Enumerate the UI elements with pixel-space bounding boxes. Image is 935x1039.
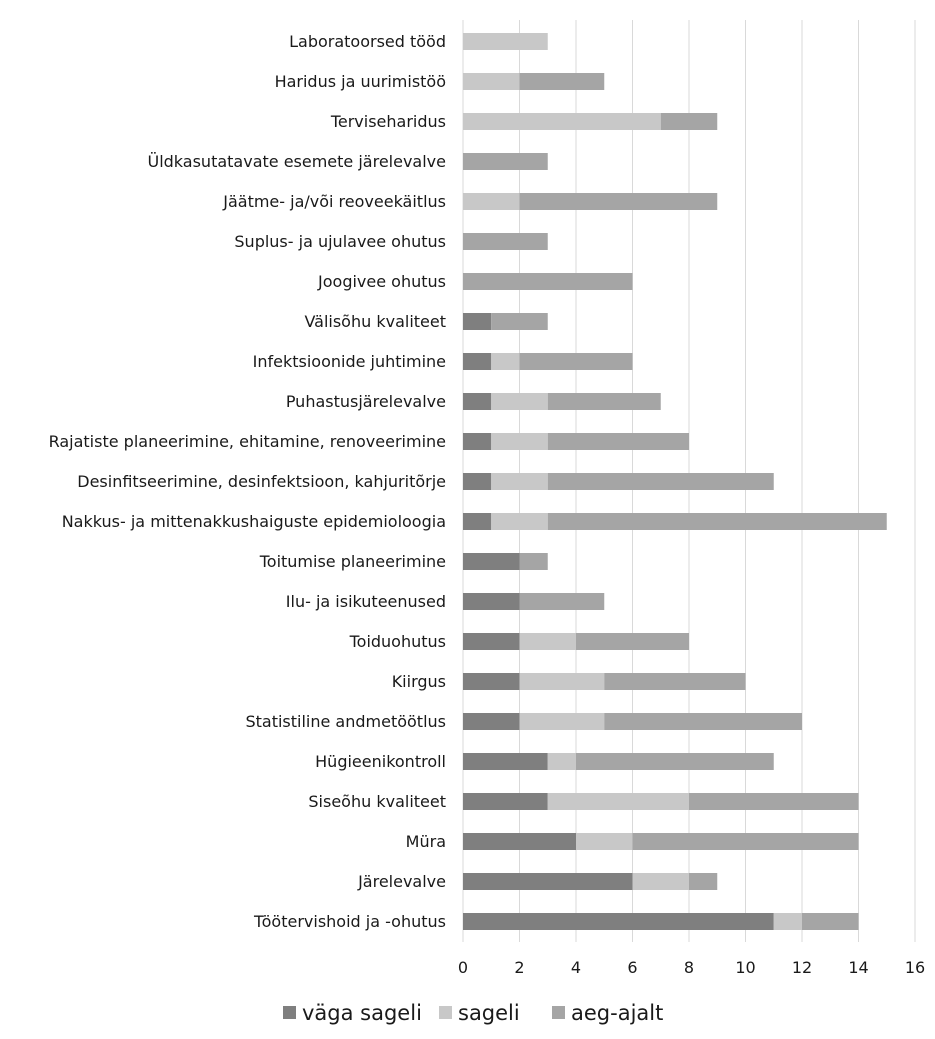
bar-segment-aeg-ajalt <box>604 713 802 730</box>
bar-segment-väga-sageli <box>463 833 576 850</box>
x-tick-label: 0 <box>458 958 468 977</box>
x-tick-label: 12 <box>792 958 812 977</box>
category-label: Toiduohutus <box>349 632 446 651</box>
category-label: Infektsioonide juhtimine <box>253 352 446 371</box>
bar-segment-väga-sageli <box>463 513 492 530</box>
bar-segment-aeg-ajalt <box>576 633 689 650</box>
x-tick-labels: 0 2 4 6 8 10 12 14 16 <box>458 958 925 977</box>
x-tick-label: 14 <box>848 958 868 977</box>
category-label: Töötervishoid ja -ohutus <box>253 912 446 931</box>
bar-segment-sageli <box>491 433 548 450</box>
category-label: Statistiline andmetöötlus <box>245 712 446 731</box>
category-label: Desinfitseerimine, desinfektsioon, kahju… <box>77 472 446 491</box>
category-label: Müra <box>406 832 446 851</box>
bar-segment-sageli <box>491 393 548 410</box>
bar-segment-aeg-ajalt <box>463 233 548 250</box>
category-label: Haridus ja uurimistöö <box>275 72 446 91</box>
bar-segment-aeg-ajalt <box>491 313 548 330</box>
bar-segment-aeg-ajalt <box>632 833 859 850</box>
legend-label: aeg-ajalt <box>571 1001 663 1025</box>
legend-swatch <box>283 1006 296 1019</box>
category-label: Hügieenikontroll <box>315 752 446 771</box>
bar-segment-aeg-ajalt <box>519 593 605 610</box>
category-label: Järelevalve <box>357 872 446 891</box>
bar-segment-sageli <box>576 833 633 850</box>
category-label: Suplus- ja ujulavee ohutus <box>234 232 446 251</box>
x-tick-label: 8 <box>684 958 694 977</box>
bar-segment-väga-sageli <box>463 473 492 490</box>
bar-segment-sageli <box>491 353 520 370</box>
bar-segment-väga-sageli <box>463 753 548 770</box>
category-label: Välisõhu kvaliteet <box>304 312 446 331</box>
bar-segment-sageli <box>519 713 605 730</box>
category-label: Laboratoorsed tööd <box>289 32 446 51</box>
bar-segment-aeg-ajalt <box>689 793 859 810</box>
bar-segment-sageli <box>491 513 548 530</box>
bar-segment-väga-sageli <box>463 873 633 890</box>
legend-swatch <box>439 1006 452 1019</box>
bar-segment-aeg-ajalt <box>604 673 746 690</box>
category-label: Nakkus- ja mittenakkushaiguste epidemiol… <box>62 512 446 531</box>
bar-segment-sageli <box>463 113 661 130</box>
bar-segment-aeg-ajalt <box>547 433 689 450</box>
bar-segment-aeg-ajalt <box>463 273 633 290</box>
bar-segment-aeg-ajalt <box>660 113 718 130</box>
bar-segment-väga-sageli <box>463 313 492 330</box>
bar-segment-sageli <box>547 753 576 770</box>
bar-segment-aeg-ajalt <box>689 873 718 890</box>
bar-segment-väga-sageli <box>463 433 492 450</box>
bar-segment-aeg-ajalt <box>519 353 633 370</box>
category-label: Üldkasutatavate esemete järelevalve <box>147 152 446 171</box>
bar-segment-aeg-ajalt <box>519 73 605 90</box>
bar-segment-väga-sageli <box>463 553 520 570</box>
bar-segment-sageli <box>519 633 576 650</box>
category-label: Toitumise planeerimine <box>259 552 446 571</box>
category-label: Ilu- ja isikuteenused <box>286 592 446 611</box>
bar-segment-aeg-ajalt <box>463 153 548 170</box>
bar-segment-aeg-ajalt <box>576 753 774 770</box>
x-tick-label: 16 <box>905 958 925 977</box>
category-label: Joogivee ohutus <box>317 272 446 291</box>
legend-label: sageli <box>458 1001 520 1025</box>
bars <box>463 33 887 930</box>
category-labels: Laboratoorsed tööd Haridus ja uurimistöö T… <box>49 32 446 931</box>
bar-segment-aeg-ajalt <box>547 473 774 490</box>
category-label: Kiirgus <box>392 672 446 691</box>
category-label: Siseõhu kvaliteet <box>308 792 446 811</box>
bar-segment-aeg-ajalt <box>519 553 548 570</box>
bar-segment-sageli <box>491 473 548 490</box>
bar-segment-sageli <box>773 913 802 930</box>
category-label: Rajatiste planeerimine, ehitamine, renov… <box>49 432 446 451</box>
x-tick-label: 4 <box>571 958 581 977</box>
bar-segment-aeg-ajalt <box>802 913 859 930</box>
bar-segment-sageli <box>463 33 548 50</box>
bar-segment-sageli <box>547 793 689 810</box>
bar-segment-väga-sageli <box>463 593 520 610</box>
x-tick-label: 2 <box>514 958 524 977</box>
bar-segment-väga-sageli <box>463 633 520 650</box>
bar-segment-aeg-ajalt <box>547 513 887 530</box>
legend-swatch <box>552 1006 565 1019</box>
bar-segment-väga-sageli <box>463 673 520 690</box>
bar-segment-väga-sageli <box>463 713 520 730</box>
bar-segment-väga-sageli <box>463 913 774 930</box>
bar-segment-sageli <box>463 73 520 90</box>
category-label: Terviseharidus <box>330 112 446 131</box>
bar-segment-väga-sageli <box>463 793 548 810</box>
category-label: Puhastusjärelevalve <box>286 392 446 411</box>
x-tick-label: 6 <box>627 958 637 977</box>
legend-label: väga sageli <box>302 1001 422 1025</box>
bar-segment-sageli <box>463 193 520 210</box>
bar-segment-väga-sageli <box>463 353 492 370</box>
bar-segment-sageli <box>632 873 689 890</box>
bar-segment-sageli <box>519 673 605 690</box>
legend: väga sageli sageli aeg-ajalt <box>283 1001 663 1025</box>
bar-segment-aeg-ajalt <box>547 393 661 410</box>
bar-segment-aeg-ajalt <box>519 193 718 210</box>
x-tick-label: 10 <box>735 958 755 977</box>
bar-segment-väga-sageli <box>463 393 492 410</box>
category-label: Jäätme- ja/või reoveekäitlus <box>222 192 446 211</box>
